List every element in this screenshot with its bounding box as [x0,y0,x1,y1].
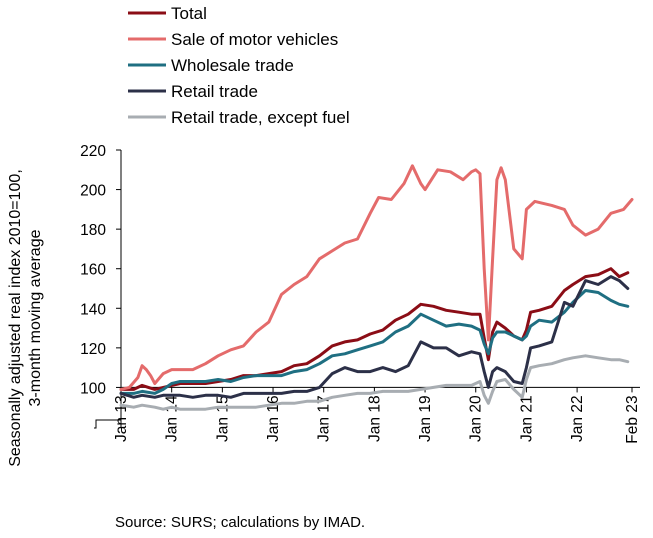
series-line-2 [119,164,634,391]
y-tick-label: 200 [80,183,106,200]
y-tick-label: 100 [80,380,106,397]
y-tick-label: 180 [80,222,106,239]
x-tick-label: Jan 18 [366,395,383,442]
series-line-3 [119,289,630,395]
legend-label: Sale of motor vehicles [171,30,338,49]
x-tick-label: Jan 19 [417,395,434,442]
x-tick-label: Jan 14 [164,395,181,442]
y-tick-label: 140 [80,301,106,318]
legend-label: Wholesale trade [171,56,294,75]
y-tick-label: 120 [80,341,106,358]
legend-label: Retail trade [171,82,258,101]
series-line-1 [119,267,630,391]
x-tick-label: Jan 15 [214,395,231,442]
legend-label: Total [171,4,207,23]
series-lines [119,164,634,411]
series-line-4 [119,275,630,399]
x-tick-label: Jan 17 [316,395,333,442]
x-tick-label: Jan 16 [265,395,282,442]
y-axis-ticks: 220 200 180 160 140 120 100 [80,143,121,397]
legend: Total Sale of motor vehicles Wholesale tra… [128,4,350,127]
axis-break-mark [94,419,121,429]
source-note: Source: SURS; calculations by IMAD. [115,514,365,531]
plot-area: 220 200 180 160 140 120 100 Jan 13 Jan 14 Jan 15… [80,143,641,444]
x-tick-label: Jan 22 [569,395,586,442]
y-axis-label: Seasonally adjusted real index 2010=100,… [7,169,44,467]
y-tick-label: 160 [80,262,106,279]
y-axis-label-line-1: Seasonally adjusted real index 2010=100, [7,169,24,467]
x-tick-label: Jan 13 [113,395,130,442]
y-axis-label-line-2: 3-month moving average [27,229,44,406]
x-tick-label: Jan 20 [468,395,485,442]
legend-label: Retail trade, except fuel [171,108,350,127]
series-line-5 [119,354,630,411]
y-tick-label: 220 [80,143,106,160]
x-tick-label: Feb 23 [624,395,641,443]
x-tick-label: Jan 21 [518,395,535,442]
